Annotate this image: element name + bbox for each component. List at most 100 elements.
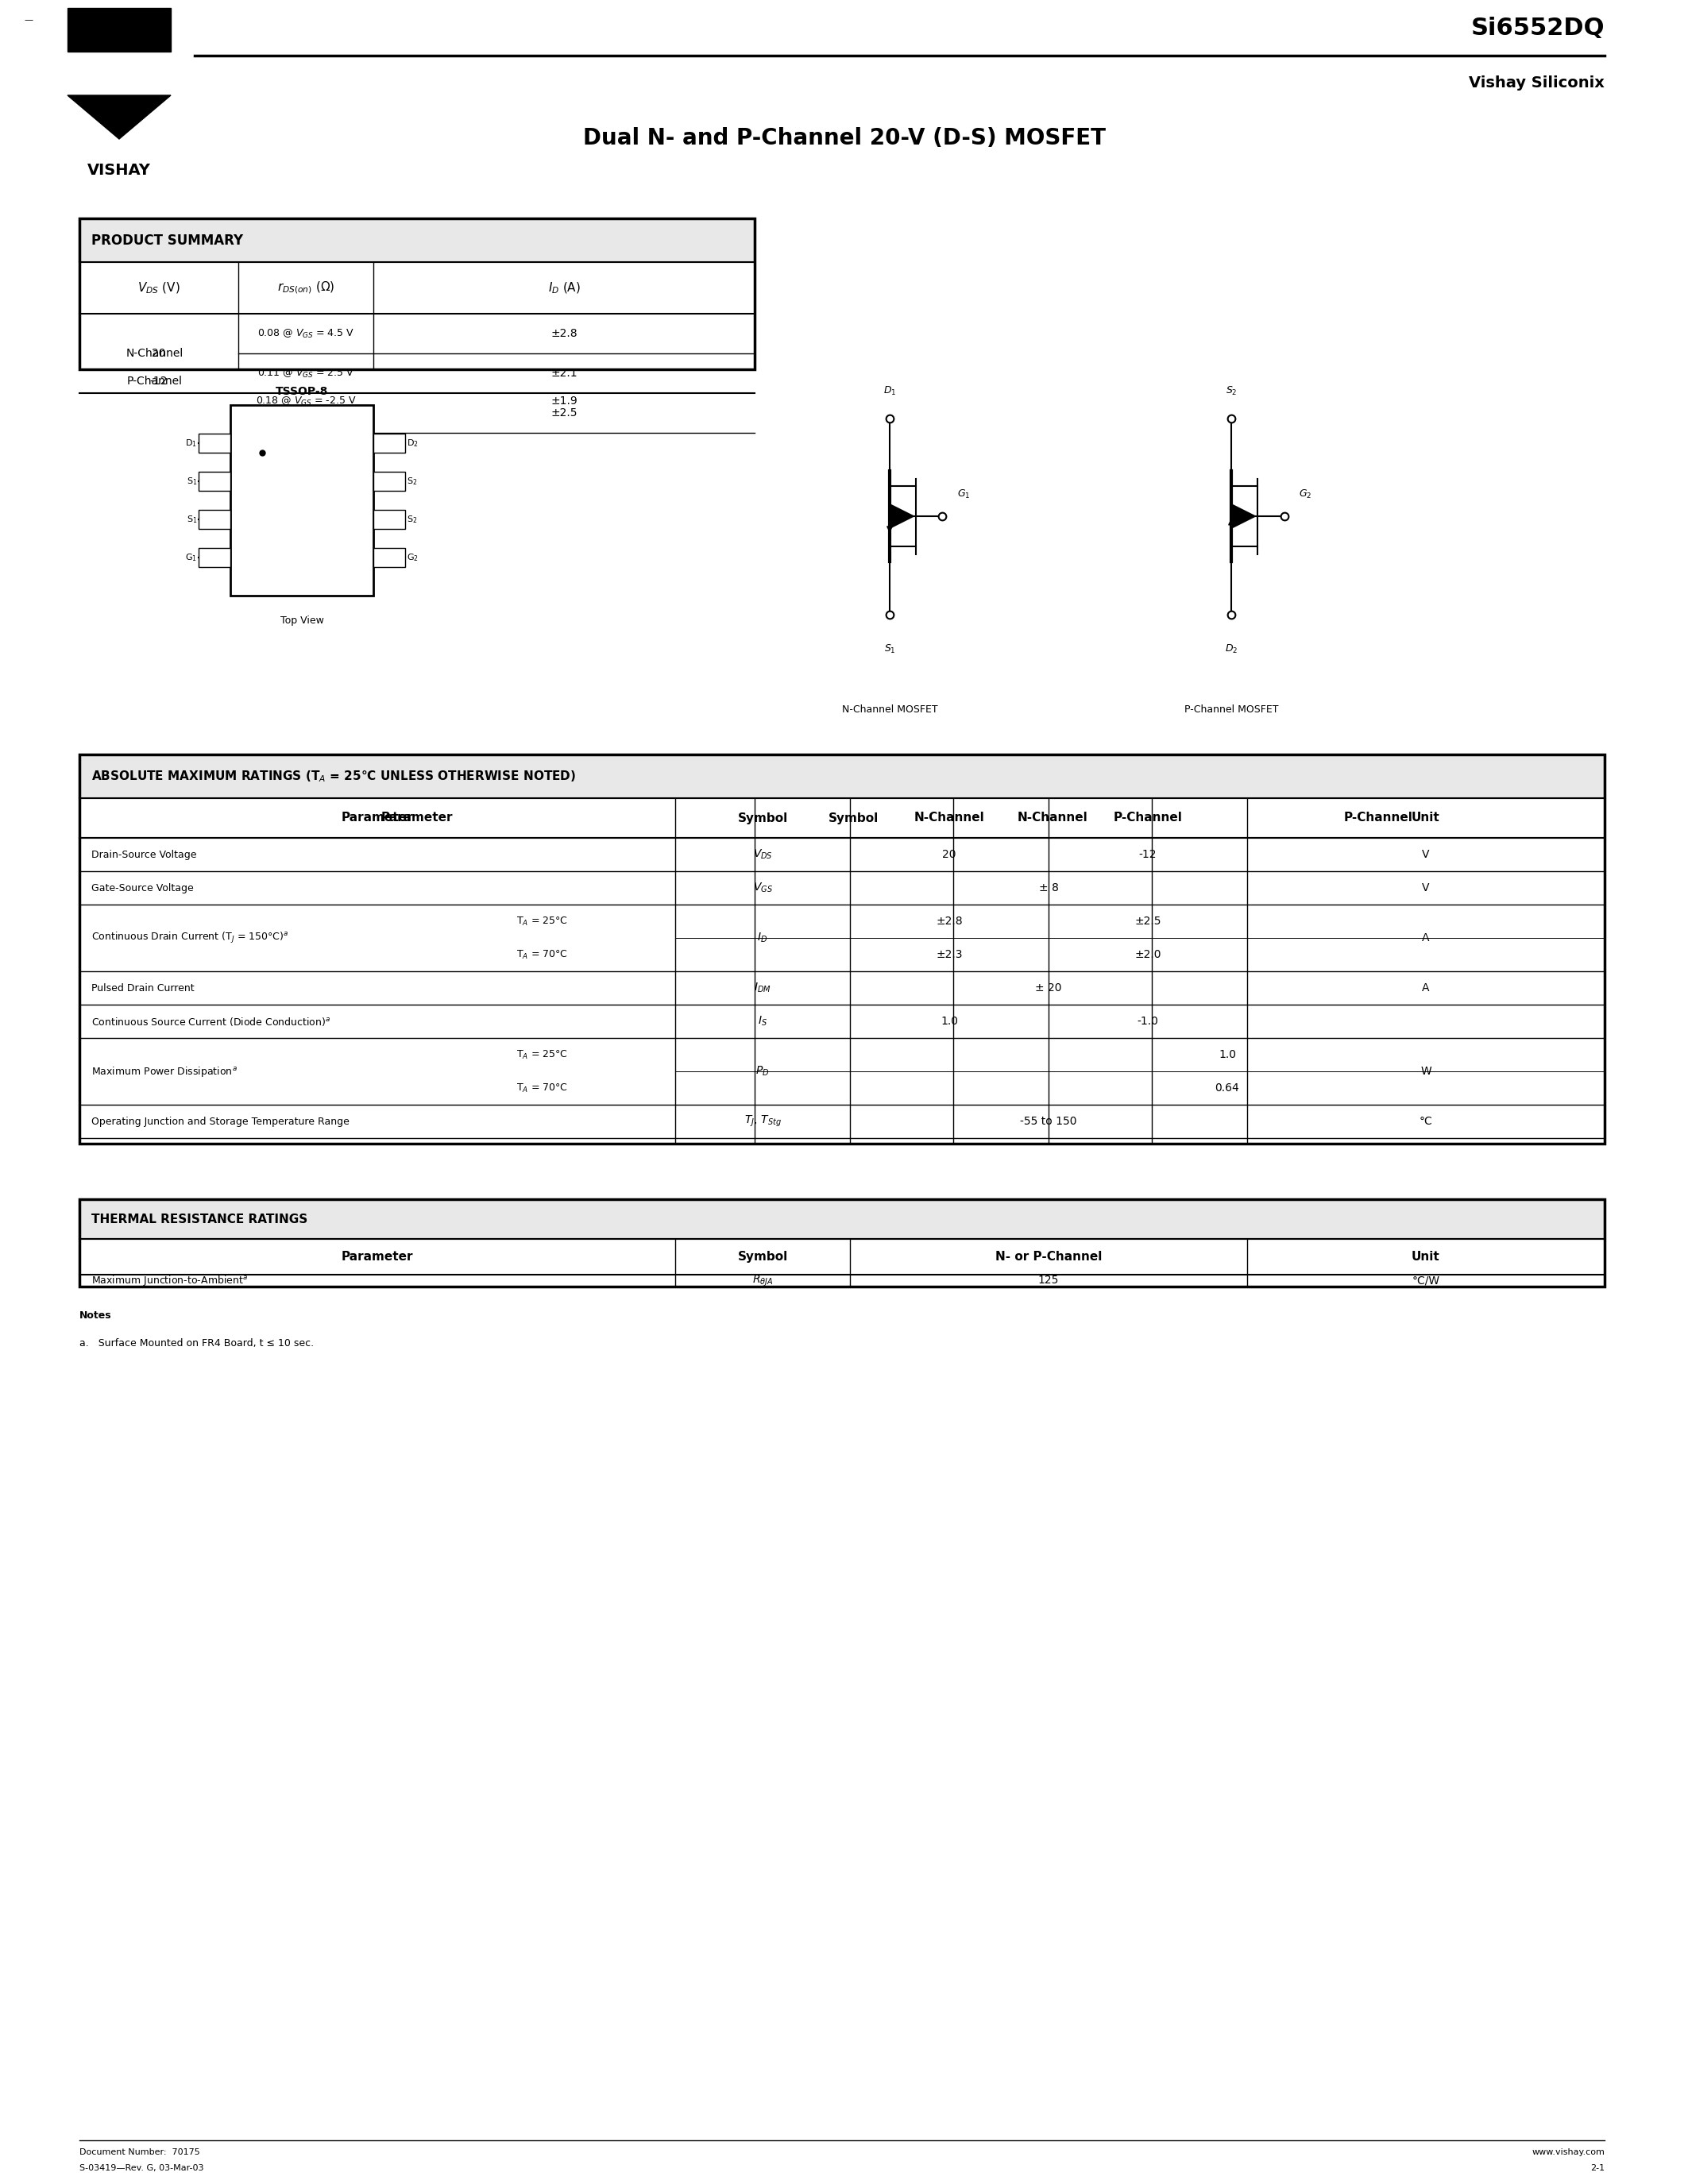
Text: P-Channel: P-Channel: [1114, 812, 1182, 823]
Text: D$_1$: D$_1$: [186, 437, 197, 448]
Text: $I_{DM}$: $I_{DM}$: [755, 981, 771, 994]
Bar: [79, 753, 1605, 797]
Text: $r_{DS(on)}$ (Ω): $r_{DS(on)}$ (Ω): [277, 280, 334, 295]
Bar: [199, 472, 230, 491]
Text: N- or P-Channel: N- or P-Channel: [996, 1251, 1102, 1262]
Text: 4: 4: [213, 553, 216, 561]
Text: -1.0: -1.0: [1138, 1016, 1158, 1026]
Bar: [79, 218, 755, 369]
Text: $G_2$: $G_2$: [1298, 489, 1312, 500]
Text: T$_A$ = 25°C: T$_A$ = 25°C: [517, 1048, 567, 1061]
Text: 6: 6: [387, 515, 392, 524]
Text: ± 20: ± 20: [1035, 983, 1062, 994]
Text: $V_{DS}$ (V): $V_{DS}$ (V): [137, 280, 181, 295]
Text: ±2.3: ±2.3: [935, 950, 962, 961]
Text: Unit: Unit: [1411, 812, 1440, 823]
Text: TSSOP-8: TSSOP-8: [275, 387, 327, 397]
Text: Symbol: Symbol: [738, 812, 788, 823]
Text: S$_1$: S$_1$: [186, 513, 197, 524]
Text: THERMAL RESISTANCE RATINGS: THERMAL RESISTANCE RATINGS: [91, 1212, 307, 1225]
Text: W: W: [1420, 1066, 1431, 1077]
Text: ABSOLUTE MAXIMUM RATINGS (T$_A$ = 25°C UNLESS OTHERWISE NOTED): ABSOLUTE MAXIMUM RATINGS (T$_A$ = 25°C U…: [91, 769, 576, 784]
Text: Symbol: Symbol: [829, 812, 879, 823]
Bar: [199, 435, 230, 452]
Bar: [230, 404, 373, 596]
Text: Continuous Source Current (Diode Conduction)$^a$: Continuous Source Current (Diode Conduct…: [91, 1016, 331, 1026]
Text: Symbol: Symbol: [738, 1251, 788, 1262]
Text: Operating Junction and Storage Temperature Range: Operating Junction and Storage Temperatu…: [91, 1116, 349, 1127]
Text: ±1.9: ±1.9: [550, 395, 577, 406]
Text: P-Channel: P-Channel: [127, 376, 182, 387]
Text: V: V: [1421, 882, 1430, 893]
Text: $R_{\theta JA}$: $R_{\theta JA}$: [753, 1273, 773, 1289]
Text: ±2.8: ±2.8: [550, 328, 577, 339]
Text: P-Channel MOSFET: P-Channel MOSFET: [1185, 705, 1278, 714]
Text: 1: 1: [213, 439, 216, 448]
Text: $G_1$: $G_1$: [957, 489, 971, 500]
Text: T$_A$ = 70°C: T$_A$ = 70°C: [517, 948, 567, 961]
Text: 0.1 @ $V_{GS}$ = -4.5 V: 0.1 @ $V_{GS}$ = -4.5 V: [258, 406, 353, 419]
Text: N-Channel: N-Channel: [913, 812, 984, 823]
Bar: [79, 1199, 1605, 1286]
Text: Si6552DQ: Si6552DQ: [272, 496, 333, 507]
Text: $S_2$: $S_2$: [1225, 384, 1237, 397]
Text: °C/W: °C/W: [1411, 1275, 1440, 1286]
Text: Continuous Drain Current (T$_J$ = 150°C)$^a$: Continuous Drain Current (T$_J$ = 150°C)…: [91, 930, 289, 946]
Text: $V_{DS}$: $V_{DS}$: [753, 847, 773, 860]
Bar: [79, 1199, 1605, 1238]
Bar: [373, 509, 405, 529]
Text: A: A: [1421, 983, 1430, 994]
Text: $V_{GS}$: $V_{GS}$: [753, 882, 773, 895]
Text: 7: 7: [387, 478, 392, 485]
Text: N-Channel: N-Channel: [1018, 812, 1087, 823]
Bar: [373, 548, 405, 568]
Text: -12: -12: [1139, 850, 1156, 860]
Text: 20: 20: [152, 347, 165, 358]
Text: 125: 125: [1038, 1275, 1058, 1286]
Text: ± 8: ± 8: [1038, 882, 1058, 893]
Text: 1.0: 1.0: [1219, 1048, 1236, 1059]
Text: -55 to 150: -55 to 150: [1020, 1116, 1077, 1127]
Text: www.vishay.com: www.vishay.com: [1531, 2149, 1605, 2156]
Polygon shape: [1232, 505, 1256, 529]
Text: 0.64: 0.64: [1215, 1083, 1239, 1094]
Text: 0.18 @ $V_{GS}$ = -2.5 V: 0.18 @ $V_{GS}$ = -2.5 V: [255, 395, 356, 406]
Polygon shape: [891, 505, 913, 529]
Text: $D_2$: $D_2$: [1225, 644, 1237, 655]
Text: PRODUCT SUMMARY: PRODUCT SUMMARY: [91, 234, 243, 247]
Bar: [199, 509, 230, 529]
Text: Parameter: Parameter: [341, 1251, 414, 1262]
Text: ±2.5: ±2.5: [1134, 915, 1161, 926]
Text: 2-1: 2-1: [1590, 2164, 1605, 2173]
Text: Notes: Notes: [79, 1310, 111, 1321]
Text: $D_1$: $D_1$: [883, 384, 896, 397]
Text: VISHAY: VISHAY: [88, 164, 150, 177]
Text: S-03419—Rev. G, 03-Mar-03: S-03419—Rev. G, 03-Mar-03: [79, 2164, 204, 2173]
Text: 2: 2: [213, 478, 218, 485]
Text: Si6552DQ: Si6552DQ: [1470, 17, 1605, 39]
Text: ±2.5: ±2.5: [550, 408, 577, 419]
Text: Unit: Unit: [1411, 1251, 1440, 1262]
Text: N-Channel: N-Channel: [127, 347, 184, 358]
Text: Dual N- and P-Channel 20-V (D-S) MOSFET: Dual N- and P-Channel 20-V (D-S) MOSFET: [582, 127, 1106, 149]
Text: —: —: [24, 15, 32, 24]
Text: D$_2$: D$_2$: [407, 437, 419, 448]
Text: 3: 3: [213, 515, 216, 524]
Bar: [79, 753, 1605, 1144]
Text: 20: 20: [942, 850, 955, 860]
Text: T$_A$ = 25°C: T$_A$ = 25°C: [517, 915, 567, 928]
Text: Parameter: Parameter: [341, 812, 414, 823]
Text: -12: -12: [150, 376, 167, 387]
Text: ±2.8: ±2.8: [935, 915, 962, 926]
Bar: [373, 472, 405, 491]
Text: Vishay Siliconix: Vishay Siliconix: [1469, 76, 1605, 90]
Text: 5: 5: [387, 553, 392, 561]
Text: $I_S$: $I_S$: [758, 1016, 768, 1029]
Text: G$_2$: G$_2$: [407, 553, 419, 563]
Text: Top View: Top View: [280, 616, 324, 627]
Text: G$_1$: G$_1$: [186, 553, 197, 563]
Text: $P_D$: $P_D$: [756, 1066, 770, 1079]
Text: 1.0: 1.0: [940, 1016, 959, 1026]
Text: a.   Surface Mounted on FR4 Board, t ≤ 10 sec.: a. Surface Mounted on FR4 Board, t ≤ 10 …: [79, 1339, 314, 1348]
Text: Parameter: Parameter: [381, 812, 452, 823]
